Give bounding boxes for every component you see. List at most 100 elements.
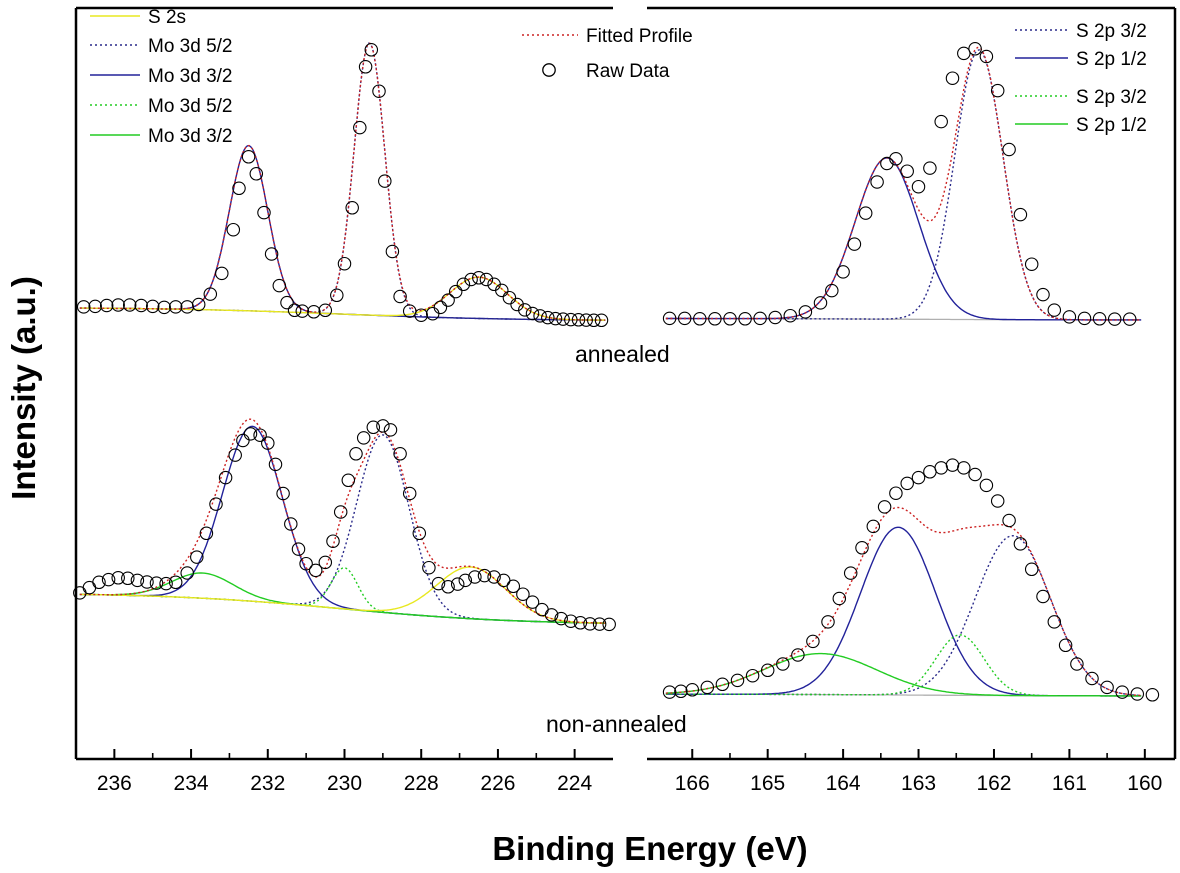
s2p-raw-point-0-18 [900,164,914,178]
mo3d-raw-point-1-51 [535,602,549,617]
legend-item-raw: Raw Data [542,61,670,82]
mo3d-raw-point-1-17 [236,433,250,448]
mo3d-raw-point-1-48 [506,579,521,594]
mo3d-raw-point-1-32 [356,431,371,445]
mo3d-raw-point-1-44 [468,570,482,584]
s2p-raw-point-1-22 [945,458,960,472]
mo3d-raw-point-1-53 [554,611,568,626]
mo3d-raw-point-0-32 [378,174,392,188]
mo3d-raw-point-1-10 [168,575,183,590]
legend-label-mo3d52-blue: Mo 3d 5/2 [148,36,233,57]
legend-label-mo3d32-blue: Mo 3d 3/2 [148,66,233,87]
s2p-raw-point-0-27 [1002,142,1016,157]
s2p-raw-point-1-15 [866,519,881,534]
legend-label-s2p32-blue: S 2p 3/2 [1076,21,1147,42]
mo3d-raw-point-1-56 [583,617,597,631]
non-annealed-label-left: non-annealed [546,711,687,737]
legend-label-s2p12-green: S 2p 1/2 [1076,115,1147,136]
mo3d-raw-point-0-31 [372,84,386,98]
left-raw-markers [73,43,616,632]
mo3d-raw-point-1-12 [190,550,204,564]
mo3d-raw-point-1-36 [393,447,407,461]
mo3d-tick-label-226: 226 [480,772,515,795]
mo3d-raw-point-1-40 [431,576,446,591]
mo3d-raw-point-1-23 [284,517,298,531]
mo3d-raw-point-0-25 [330,288,344,303]
s2p-raw-point-0-10 [813,296,828,310]
mo3d-raw-point-0-30 [364,43,379,57]
mo3d-raw-point-1-45 [477,568,492,583]
s2p-raw-point-0-34 [1092,312,1107,326]
mo3d-raw-point-1-58 [602,617,616,632]
mo3d-raw-point-1-26 [308,563,323,578]
s2p-raw-point-0-31 [1047,303,1062,317]
mo3d-raw-point-0-43 [472,271,486,285]
s2p-raw-point-1-14 [855,541,869,555]
legend-label-raw: Raw Data [586,61,670,82]
s2p-raw-point-0-0 [662,311,677,326]
s2p-tick-label-164: 164 [826,772,861,795]
mo3d-tick-label-230: 230 [327,772,362,795]
mo3d-raw-point-0-38 [433,300,448,315]
s2p-raw-point-0-26 [990,83,1005,98]
s2p-raw-point-1-16 [877,500,892,514]
mo3d-raw-point-1-47 [496,573,511,588]
s2p-raw-point-1-3 [700,680,715,695]
mo3d-raw-point-0-27 [345,201,359,215]
s2p-raw-point-1-28 [1013,537,1028,551]
s2p-raw-point-0-30 [1036,287,1050,302]
mo3d-raw-point-0-24 [318,303,333,318]
mo3d-raw-point-1-41 [441,580,455,594]
mo3d-raw-point-0-16 [249,167,264,181]
mo3d-raw-point-0-53 [548,311,563,326]
s2p-raw-point-1-1 [674,684,688,699]
s2p-raw-point-1-18 [900,476,914,491]
mo3d-raw-point-0-54 [556,312,570,326]
s2p-tick-label-161: 161 [1052,772,1087,795]
s2p-tick-label-166: 166 [675,772,710,795]
mo3d-raw-point-1-9 [159,576,173,591]
mo3d-raw-point-0-51 [533,309,547,323]
mo3d-raw-point-0-37 [425,306,440,321]
right-legend: S 2p 3/2 S 2p 1/2 S 2p 3/2 S 2p 1/2 [1015,21,1147,136]
legend-label-s2p12-blue: S 2p 1/2 [1076,49,1147,70]
mo3d-raw-point-0-11 [203,287,218,301]
mo3d-raw-point-0-49 [518,303,532,317]
left-x-ticks: 236 234 232 230 228 226 224 [97,749,592,795]
s2p-raw-point-1-31 [1047,615,1062,629]
mo3d-raw-point-0-36 [414,308,428,322]
s2p-raw-point-1-35 [1100,680,1114,695]
mo3d-raw-point-0-39 [441,293,455,307]
mo3d-raw-point-1-1 [82,580,97,595]
s2p-raw-point-0-11 [825,283,839,298]
mo3d-raw-point-1-54 [564,614,578,628]
mo3d-raw-point-0-55 [564,312,578,327]
s2p-raw-point-1-4 [715,677,730,692]
mo3d-raw-point-1-20 [261,436,275,450]
mo3d-raw-point-1-8 [149,576,164,590]
s2p-raw-point-0-29 [1024,257,1039,271]
s2p-raw-point-1-30 [1036,589,1050,604]
s2p-raw-point-0-32 [1062,310,1077,324]
mo3d-raw-point-0-46 [495,283,509,298]
legend-item-s2p12-blue: S 2p 1/2 [1015,49,1147,70]
mo3d-fitted-profile-0 [79,42,606,321]
mo3d-component-s_2s-1 [79,566,606,624]
s2p-raw-point-1-17 [889,486,903,500]
legend-item-s2p32-blue: S 2p 3/2 [1015,21,1147,42]
mo3d-raw-point-0-52 [541,310,555,325]
mo3d-raw-point-0-17 [257,205,271,220]
mo3d-raw-point-1-19 [253,428,267,442]
s2p-raw-point-1-9 [791,648,805,662]
mo3d-raw-point-0-6 [145,299,160,314]
s2p-raw-point-1-7 [760,663,775,678]
s2p-raw-point-0-24 [968,42,982,56]
mo3d-raw-point-0-35 [402,304,417,318]
s2p-raw-point-0-35 [1107,312,1122,326]
mo3d-raw-point-1-50 [525,595,540,609]
legend-label-fitted: Fitted Profile [586,26,693,47]
mo3d-raw-point-0-13 [226,222,241,237]
s2p-raw-point-1-29 [1024,562,1039,577]
mo3d-raw-point-0-26 [337,256,352,271]
mo3d-raw-point-1-22 [276,486,290,501]
